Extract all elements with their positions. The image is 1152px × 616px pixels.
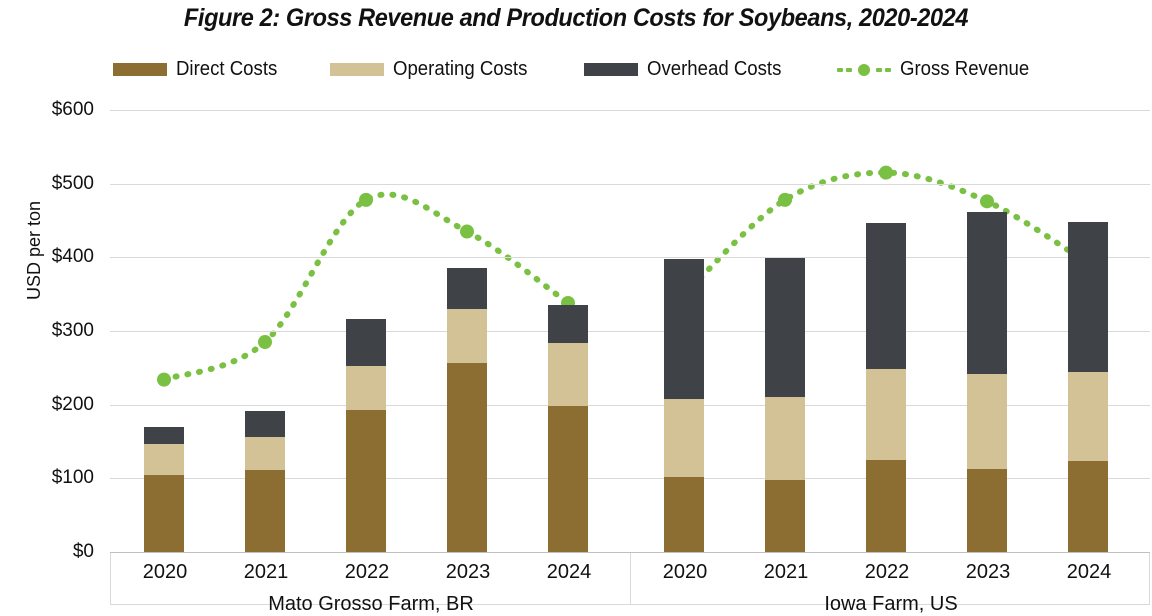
y-axis-label: USD per ton [24,200,44,300]
y-axis-tick-label: $500 [51,172,94,194]
legend-item-direct-costs[interactable]: Direct Costs [112,58,285,81]
x-axis-tick-label: 2021 [243,561,289,583]
axis-baseline [110,552,1150,553]
revenue-data-point[interactable] [460,224,474,239]
bar-segment-direct-costs [548,406,588,552]
bar-segment-direct-costs [1068,461,1108,552]
bar-stack[interactable] [765,258,805,552]
bar-segment-direct-costs [765,479,805,552]
bar-stack[interactable] [967,212,1007,552]
revenue-data-point[interactable] [258,335,272,350]
bar-segment-operating-costs [447,308,487,364]
x-axis-tick-label: 2023 [965,561,1011,583]
bar-segment-operating-costs [1068,371,1108,462]
bar-segment-direct-costs [866,459,906,552]
bar-segment-operating-costs [346,365,386,410]
bar-segment-operating-costs [144,444,184,476]
bar-segment-operating-costs [866,369,906,460]
revenue-data-point[interactable] [879,165,893,180]
gridline [110,110,1150,111]
y-axis-tick-label: $400 [51,246,94,268]
bar-segment-overhead-costs [1068,222,1108,372]
bar-segment-operating-costs [245,437,285,471]
y-axis-tick-label: $600 [51,99,94,120]
x-axis: 2020 2021 2022 2023 2024 2020 2021 2022 2023 2024… [110,553,1150,615]
bar-segment-direct-costs [664,476,704,552]
legend-label: Direct Costs [175,58,277,80]
x-axis-tick-label: 2021 [763,561,809,583]
bar-stack[interactable] [144,426,184,552]
legend-dotted-line-icon [837,63,892,76]
x-axis-tick-label: 2022 [864,561,910,583]
gridline [110,183,1150,185]
bar-stack[interactable] [664,258,704,552]
bar-stack[interactable] [866,222,906,552]
bar-segment-overhead-costs [967,212,1007,374]
bar-stack[interactable] [447,267,487,552]
plot-area: $600 $500 $400 $300 $200 $100 $0 [52,99,1150,562]
legend-item-overhead-costs[interactable]: Overhead Costs [583,58,792,81]
gridline [110,257,1150,259]
bar-stack[interactable] [548,304,588,552]
legend-label: Operating Costs [393,58,528,80]
legend-item-operating-costs[interactable]: Operating Costs [330,58,538,81]
bar-stack[interactable] [1068,222,1108,552]
legend-label: Overhead Costs [646,58,782,80]
revenue-line-path [161,191,571,383]
bar-segment-overhead-costs [346,318,386,366]
group-divider [630,553,631,604]
y-axis-tick-label: $0 [72,541,94,562]
legend-swatch-icon [112,63,167,76]
revenue-data-point[interactable] [359,192,373,207]
y-axis-tick-label: $100 [51,467,94,489]
bar-segment-direct-costs [346,409,386,552]
bar-segment-overhead-costs [245,410,285,438]
gridline [110,404,1150,406]
legend-label: Gross Revenue [900,58,1030,80]
x-axis-tick-label: 2024 [546,561,592,583]
legend-swatch-icon [330,63,385,76]
bar-segment-operating-costs [548,342,588,407]
x-axis-tick-label: 2023 [445,561,491,583]
bar-segment-direct-costs [245,470,285,552]
bar-segment-operating-costs [765,397,805,480]
bar-stack[interactable] [346,318,386,552]
legend-swatch-icon [583,63,638,76]
y-axis-tick-label: $200 [51,393,94,415]
x-axis-tick-label: 2020 [142,561,188,583]
x-axis-tick-label: 2022 [344,561,390,583]
bar-segment-overhead-costs [548,304,588,343]
revenue-data-point[interactable] [980,194,994,209]
bar-segment-direct-costs [447,363,487,552]
gridline [110,478,1150,480]
bar-segment-direct-costs [967,468,1007,552]
legend-item-gross-revenue[interactable]: Gross Revenue [837,58,1039,81]
bar-stack[interactable] [245,410,285,552]
y-axis-tick-label: $300 [51,320,94,341]
x-axis-tick-label: 2024 [1066,561,1112,583]
revenue-data-point[interactable] [157,372,171,387]
bar-segment-direct-costs [144,475,184,552]
bar-segment-overhead-costs [866,222,906,370]
bar-segment-overhead-costs [144,426,184,445]
gridline [110,331,1150,332]
bar-segment-overhead-costs [664,258,704,399]
bar-segment-operating-costs [967,373,1007,469]
bar-segment-operating-costs [664,398,704,477]
x-axis-tick-label: 2020 [662,561,708,583]
page-title: Figure 2: Gross Revenue and Production C… [183,4,969,32]
bar-segment-overhead-costs [447,267,487,309]
revenue-line-path [681,169,1091,298]
revenue-data-point[interactable] [778,192,792,207]
chart-legend: Direct Costs Operating Costs Overhead Cost… [0,58,1152,81]
bar-segment-overhead-costs [765,258,805,398]
